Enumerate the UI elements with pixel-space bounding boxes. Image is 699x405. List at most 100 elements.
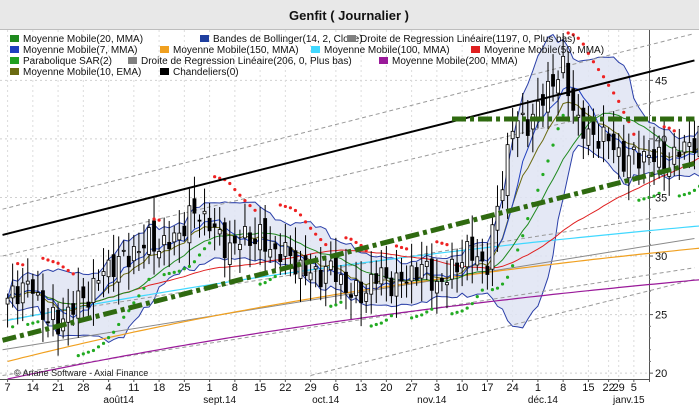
sar-dot	[132, 301, 136, 305]
sar-dot	[556, 127, 560, 131]
legend-label: Droite de Regression Linéaire(1197, 0, P…	[360, 34, 576, 45]
sar-dot	[76, 354, 80, 358]
sar-dot	[293, 208, 298, 213]
candle-body	[460, 262, 465, 269]
legend-swatch	[379, 57, 388, 64]
sar-dot	[410, 316, 414, 320]
sar-dot	[112, 330, 116, 334]
sar-dot	[334, 303, 338, 307]
candle-body	[167, 241, 172, 250]
sar-dot	[480, 288, 484, 292]
sar-dot	[202, 247, 207, 251]
candle-body	[323, 266, 328, 284]
sar-dot	[536, 188, 540, 192]
candle-body	[328, 260, 333, 271]
sar-dot	[91, 348, 96, 353]
candle-body	[263, 218, 268, 252]
candle-body	[364, 292, 369, 302]
x-month-label: janv.15	[612, 395, 645, 405]
x-axis-ticks: 7 14 21 28 4 11 18 25 1 8 15 22 29 6 13 20 27 3 10 17 24 1 8 15…	[5, 379, 645, 405]
candle-body	[116, 256, 121, 283]
ma100-line	[7, 225, 699, 321]
sar-dot	[566, 31, 570, 35]
legend-swatch	[311, 46, 320, 53]
sar-dot	[41, 256, 45, 260]
candle-body	[333, 257, 338, 283]
sar-dot	[399, 245, 404, 250]
y-tick-label-40: 40	[655, 134, 667, 146]
x-tick-label: 20	[380, 382, 392, 394]
candle-body	[121, 249, 126, 252]
x-tick-label: 29	[304, 382, 316, 394]
candle-body	[697, 125, 699, 157]
legend-label: Droite de Regression Linéaire(206, 0, Pl…	[141, 56, 352, 67]
candle-body	[5, 297, 10, 305]
sar-dot	[86, 350, 90, 354]
candle-body	[672, 146, 677, 165]
sar-dot	[81, 352, 85, 356]
candle-body	[500, 189, 505, 202]
candle-body	[495, 205, 500, 231]
legend-label: Moyenne Mobile(100, MMA)	[324, 45, 450, 56]
y-tick-label-20: 20	[655, 368, 667, 380]
x-tick-label: 8	[560, 382, 566, 394]
legend-label: Moyenne Mobile(50, MMA)	[484, 45, 604, 56]
x-tick-label: 24	[507, 382, 519, 394]
sar-dot	[490, 288, 495, 292]
sar-dot	[526, 217, 530, 221]
sar-dot	[420, 313, 424, 317]
candle-body	[162, 235, 167, 246]
candle-body	[510, 130, 515, 140]
legend-label: Parabolique SAR(2)	[23, 56, 112, 67]
sar-dot	[263, 280, 267, 285]
candle-body	[530, 113, 535, 130]
x-tick-label: 10	[456, 382, 468, 394]
candle-body	[490, 224, 495, 270]
x-tick-label: 28	[77, 382, 89, 394]
x-month-label: nov.14	[417, 395, 447, 405]
candle-body	[10, 285, 15, 299]
sar-dot	[596, 67, 601, 72]
candle-body	[404, 281, 409, 284]
y-tick-label-35: 35	[655, 192, 667, 204]
x-tick-label: 18	[153, 382, 165, 394]
sar-dot	[682, 192, 686, 197]
candle-body	[207, 217, 212, 232]
sar-dot	[561, 113, 565, 117]
candle-body	[616, 147, 621, 157]
sar-dot	[465, 306, 469, 310]
sar-dot	[162, 272, 166, 277]
sar-dot	[430, 307, 434, 311]
candle-body	[429, 258, 434, 291]
candle-body	[288, 247, 293, 257]
candle-body	[86, 301, 91, 308]
candle-body	[35, 292, 40, 296]
legend-swatch	[10, 68, 19, 75]
sar-dot	[273, 274, 277, 279]
sar-dot	[521, 234, 525, 238]
legend-swatch	[128, 57, 137, 64]
candle-body	[525, 119, 530, 136]
candle-body	[626, 155, 631, 179]
x-tick-label: 7	[5, 382, 11, 394]
candle-body	[359, 281, 364, 304]
x-month-label: déc.14	[528, 395, 558, 405]
candle-body	[268, 249, 273, 258]
candle-body	[642, 151, 646, 163]
regression-line-5	[310, 278, 695, 376]
sar-dot	[66, 268, 70, 273]
sar-dot	[369, 324, 373, 328]
ma150-line	[7, 247, 699, 362]
sar-dot	[283, 204, 287, 209]
y-tick-label-45: 45	[655, 75, 667, 87]
x-tick-label: 29	[613, 382, 625, 394]
sar-dot	[101, 341, 106, 345]
candle-body	[41, 290, 45, 320]
candle-body	[192, 198, 197, 214]
candle-body	[172, 232, 177, 243]
candle-body	[243, 226, 247, 239]
x-month-label: sept.14	[203, 395, 236, 405]
candle-body	[394, 272, 399, 297]
sar-dot	[329, 304, 333, 308]
